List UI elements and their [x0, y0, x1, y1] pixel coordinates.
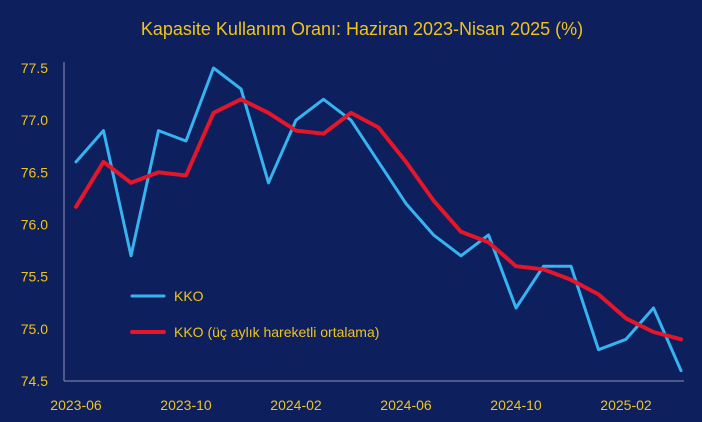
x-tick-label: 2024-06 [380, 397, 432, 413]
x-tick-label: 2023-10 [160, 397, 212, 413]
y-tick-label: 75.5 [21, 269, 48, 285]
y-tick-label: 75.0 [21, 321, 48, 337]
chart-title: Kapasite Kullanım Oranı: Haziran 2023-Ni… [141, 19, 583, 39]
y-tick-label: 77.0 [21, 112, 48, 128]
legend: KKO KKO (üç aylık hareketli ortalama) [130, 288, 379, 340]
series-line-kko-moving-average [74, 97, 683, 342]
x-tick-label: 2024-10 [490, 397, 542, 413]
x-tick-label: 2025-02 [600, 397, 652, 413]
series-line-kko [74, 66, 683, 373]
y-tick-labels: 77.5 77.0 76.5 76.0 75.5 75.0 74.5 [21, 60, 48, 389]
y-tick-label: 76.5 [21, 164, 48, 180]
legend-label-kko: KKO [174, 288, 204, 304]
y-tick-label: 77.5 [21, 60, 48, 76]
x-tick-label: 2023-06 [50, 397, 102, 413]
series-lines [74, 66, 683, 373]
y-tick-label: 76.0 [21, 217, 48, 233]
x-tick-label: 2024-02 [270, 397, 322, 413]
x-tick-labels: 2023-06 2023-10 2024-02 2024-06 2024-10 2025-… [50, 397, 652, 413]
legend-label-kko-moving-average: KKO (üç aylık hareketli ortalama) [174, 324, 379, 340]
y-tick-label: 74.5 [21, 373, 48, 389]
